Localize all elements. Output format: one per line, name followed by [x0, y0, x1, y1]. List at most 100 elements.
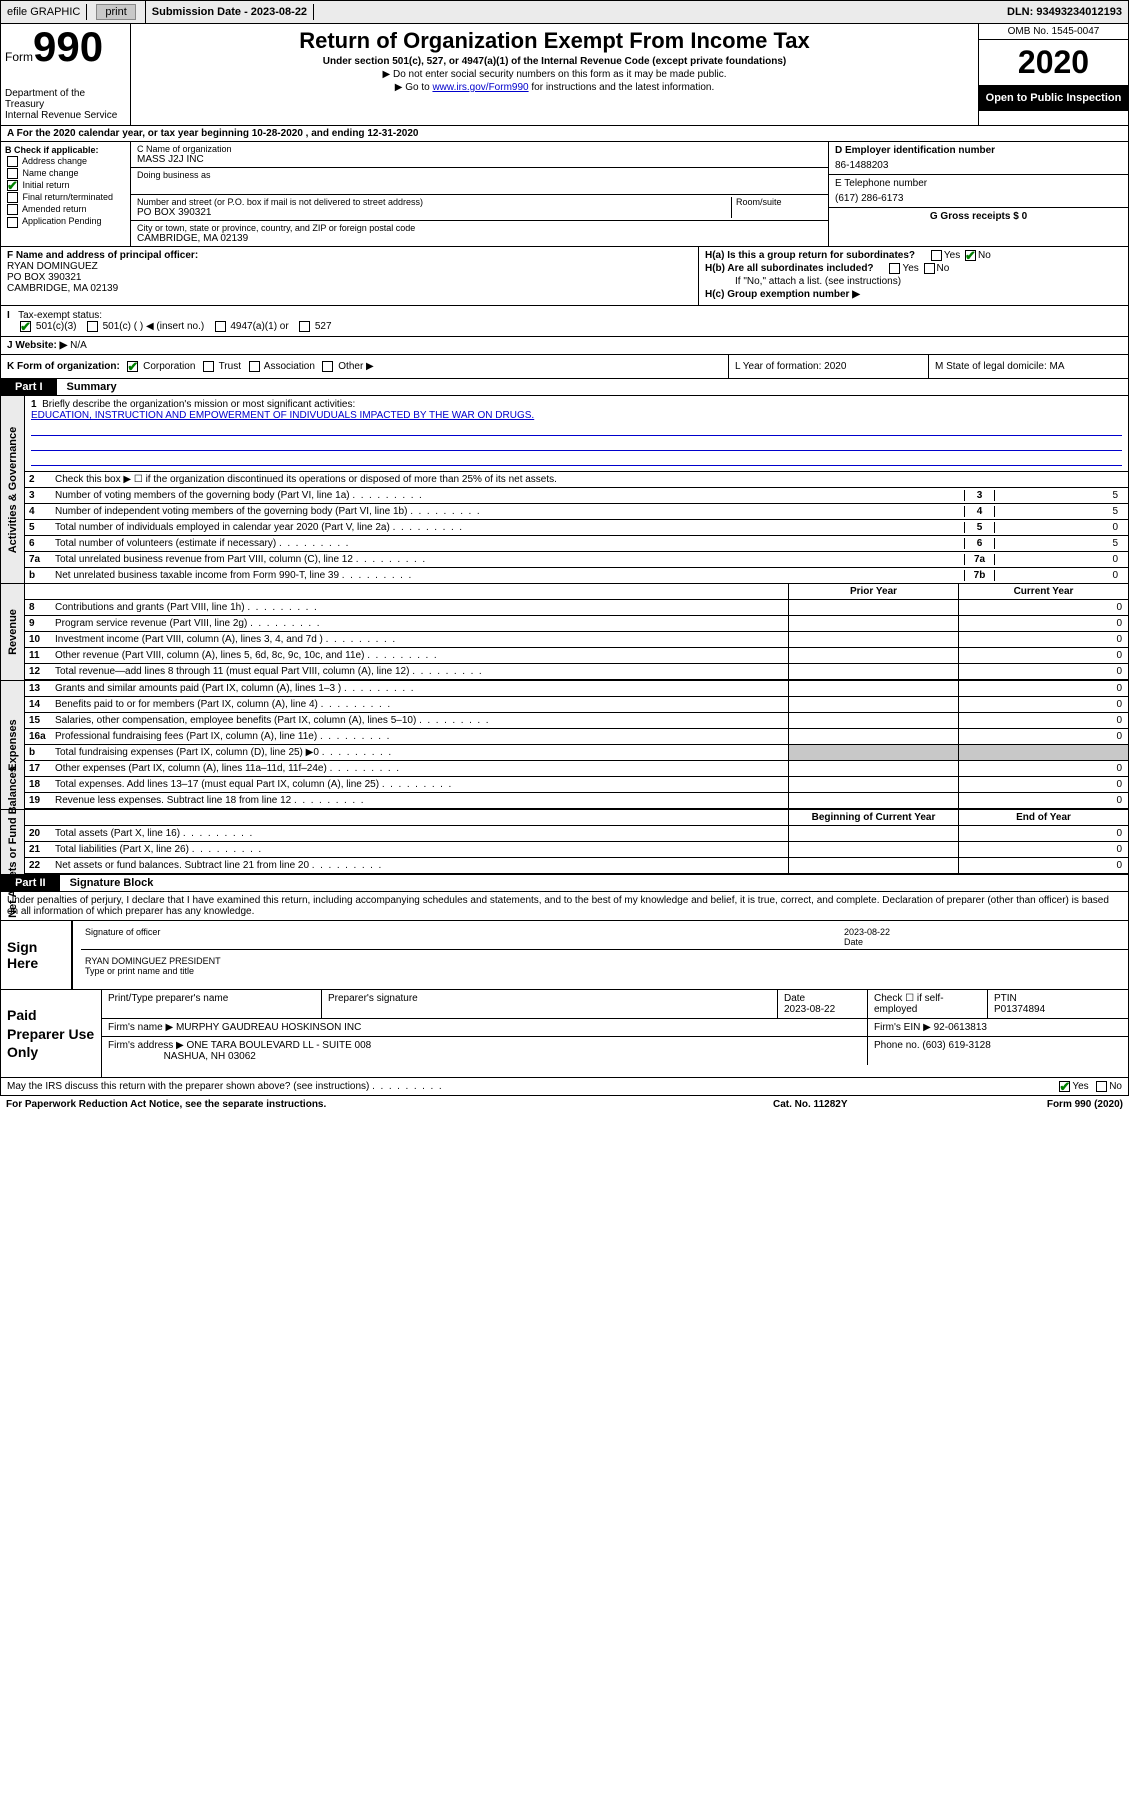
prep-body: Print/Type preparer's name Preparer's si… [101, 990, 1128, 1077]
data-line: 20Total assets (Part X, line 16)0 [25, 826, 1128, 842]
prep-label: Paid Preparer Use Only [1, 990, 101, 1077]
firm-name-val: MURPHY GAUDREAU HOSKINSON INC [176, 1022, 361, 1033]
inspection-label: Open to Public Inspection [979, 86, 1128, 111]
prep-h3v: 2023-08-22 [784, 1004, 835, 1015]
cat-no: Cat. No. 11282Y [773, 1099, 973, 1110]
hdr-current-year: Current Year [958, 584, 1128, 599]
section-expenses: Expenses 13Grants and similar amounts pa… [0, 681, 1129, 810]
note-link: ▶ Go to www.irs.gov/Form990 for instruct… [139, 82, 970, 93]
colb-item[interactable]: Initial return [5, 180, 126, 191]
exp-body: 13Grants and similar amounts paid (Part … [25, 681, 1128, 809]
form-page-ref: Form 990 (2020) [973, 1099, 1123, 1110]
sig-date-label: Date [844, 937, 863, 947]
row-klm: K Form of organization: Corporation Trus… [0, 355, 1129, 379]
colb-item[interactable]: Address change [5, 156, 126, 167]
col-b-checkboxes: B Check if applicable: Address change Na… [1, 142, 131, 246]
part2-title: Signature Block [60, 877, 154, 889]
prep-h2: Preparer's signature [322, 990, 778, 1018]
signature-declaration: Under penalties of perjury, I declare th… [0, 892, 1129, 921]
efile-label: efile GRAPHIC [1, 4, 87, 20]
dba-label: Doing business as [137, 170, 822, 180]
data-line: 19Revenue less expenses. Subtract line 1… [25, 793, 1128, 809]
paperwork-notice: For Paperwork Reduction Act Notice, see … [6, 1099, 773, 1110]
dln: DLN: 93493234012193 [1001, 4, 1128, 20]
col-h-group: H(a) Is this a group return for subordin… [698, 247, 1128, 305]
data-line: 13Grants and similar amounts paid (Part … [25, 681, 1128, 697]
rev-body: Prior Year Current Year 8Contributions a… [25, 584, 1128, 680]
prep-phone-lbl: Phone no. [874, 1040, 920, 1051]
f-name: RYAN DOMINGUEZ [7, 261, 692, 272]
header-right: OMB No. 1545-0047 2020 Open to Public In… [978, 24, 1128, 125]
form-number: 990 [33, 28, 103, 66]
nab-body: Beginning of Current Year End of Year 20… [25, 810, 1128, 874]
discuss-q: May the IRS discuss this return with the… [7, 1081, 369, 1092]
section-activities-governance: Activities & Governance 1 Briefly descri… [0, 396, 1129, 584]
sig-text: Under penalties of perjury, I declare th… [7, 895, 1109, 917]
colb-item[interactable]: Amended return [5, 204, 126, 215]
part1-tab: Part I [1, 379, 57, 395]
ein-value: 86-1488203 [835, 160, 1122, 171]
cell-org-name: C Name of organization MASS J2J INC [131, 142, 828, 168]
cell-city: City or town, state or province, country… [131, 221, 828, 246]
h-b-note: If "No," attach a list. (see instruction… [705, 276, 1122, 287]
q2-row: 2 Check this box ▶ ☐ if the organization… [25, 471, 1128, 488]
phone-value: (617) 286-6173 [835, 193, 1122, 204]
cell-address: Number and street (or P.O. box if mail i… [131, 195, 828, 221]
ein-label: D Employer identification number [835, 145, 1122, 156]
phone-label: E Telephone number [835, 178, 1122, 189]
m-state-domicile: M State of legal domicile: MA [928, 355, 1128, 378]
part1-title: Summary [57, 381, 117, 393]
col-c-identity: C Name of organization MASS J2J INC Doin… [131, 142, 828, 246]
data-line: 17Other expenses (Part IX, column (A), l… [25, 761, 1128, 777]
print-button[interactable]: print [96, 4, 135, 20]
omb-number: OMB No. 1545-0047 [979, 24, 1128, 40]
ag-line: 3Number of voting members of the governi… [25, 488, 1128, 504]
cell-ein: D Employer identification number 86-1488… [829, 142, 1128, 175]
dept-label: Department of the Treasury Internal Reve… [5, 88, 126, 121]
cell-dba: Doing business as [131, 168, 828, 195]
ag-line: 4Number of independent voting members of… [25, 504, 1128, 520]
print-cell: print [87, 1, 145, 23]
name-label: C Name of organization [137, 144, 822, 154]
data-line: 9Program service revenue (Part VIII, lin… [25, 616, 1128, 632]
top-bar: efile GRAPHIC print Submission Date - 20… [0, 0, 1129, 24]
hdr-prior-year: Prior Year [788, 584, 958, 599]
city-value: CAMBRIDGE, MA 02139 [137, 233, 822, 244]
gross-label: G Gross receipts $ 0 [930, 211, 1027, 222]
firm-addr-val2: NASHUA, NH 03062 [164, 1051, 256, 1062]
nab-header-row: Beginning of Current Year End of Year [25, 810, 1128, 826]
f-addr: PO BOX 390321 [7, 272, 692, 283]
prep-phone-val: (603) 619-3128 [922, 1040, 990, 1051]
tax-year: 2020 [979, 40, 1128, 86]
rev-header-row: Prior Year Current Year [25, 584, 1128, 600]
colb-item[interactable]: Name change [5, 168, 126, 179]
firm-ein-val: 92-0613813 [934, 1022, 987, 1033]
cell-gross: G Gross receipts $ 0 [829, 208, 1128, 225]
colb-item[interactable]: Final return/terminated [5, 192, 126, 203]
sig-type-label: Type or print name and title [85, 966, 194, 976]
ag-line: bNet unrelated business taxable income f… [25, 568, 1128, 583]
discuss-row: May the IRS discuss this return with the… [0, 1078, 1129, 1096]
prep-h5: PTIN [994, 993, 1017, 1004]
cell-phone: E Telephone number (617) 286-6173 [829, 175, 1128, 208]
irs-link[interactable]: www.irs.gov/Form990 [432, 82, 528, 93]
prep-row1: Print/Type preparer's name Preparer's si… [102, 990, 1128, 1019]
colb-item[interactable]: Application Pending [5, 216, 126, 227]
data-line: 8Contributions and grants (Part VIII, li… [25, 600, 1128, 616]
hdr-eoy: End of Year [958, 810, 1128, 825]
vtab-nab: Net Assets or Fund Balances [1, 810, 25, 874]
tax-exempt: I Tax-exempt status: 501(c)(3) 501(c) ( … [1, 306, 698, 336]
header-center: Return of Organization Exempt From Incom… [131, 24, 978, 125]
form-header: Form990 Department of the Treasury Inter… [0, 24, 1129, 126]
f-label: F Name and address of principal officer: [7, 250, 692, 261]
form-subtitle: Under section 501(c), 527, or 4947(a)(1)… [139, 56, 970, 67]
sign-body: Signature of officer 2023-08-22Date RYAN… [71, 921, 1128, 989]
prep-h5v: P01374894 [994, 1004, 1045, 1015]
data-line: 21Total liabilities (Part X, line 26)0 [25, 842, 1128, 858]
firm-name-lbl: Firm's name ▶ [108, 1022, 173, 1033]
data-line: 10Investment income (Part VIII, column (… [25, 632, 1128, 648]
data-line: 12Total revenue—add lines 8 through 11 (… [25, 664, 1128, 680]
note-ssn: ▶ Do not enter social security numbers o… [139, 69, 970, 80]
paid-preparer-block: Paid Preparer Use Only Print/Type prepar… [0, 990, 1129, 1078]
data-line: 16aProfessional fundraising fees (Part I… [25, 729, 1128, 745]
